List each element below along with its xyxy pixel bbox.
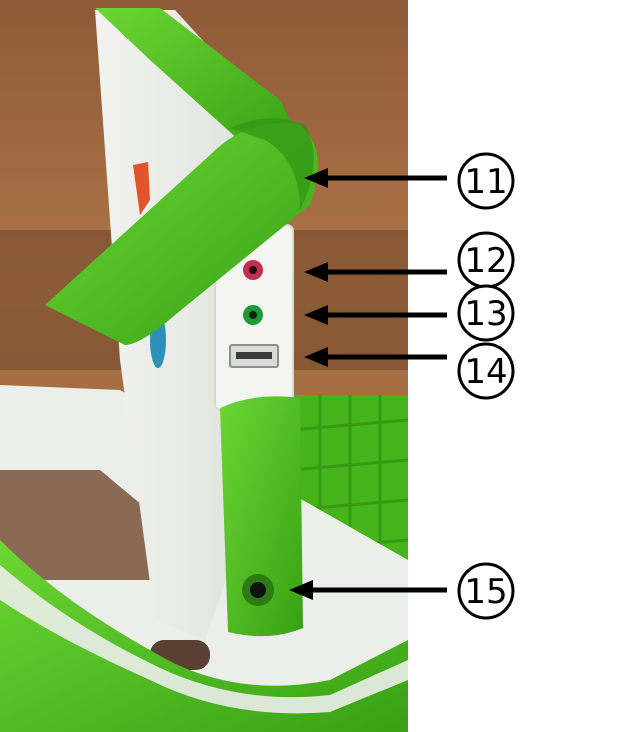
base-cutout-left (0, 470, 160, 580)
callout-label-15: 15 (464, 572, 507, 612)
callout-label-11: 11 (464, 162, 507, 202)
callouts: 11 12 13 14 15 (289, 152, 515, 620)
callout-arrowhead-15 (289, 580, 313, 600)
wifi-antenna-hinge (230, 118, 314, 210)
callout-arrowhead-11 (304, 168, 328, 188)
usb-port-tongue (236, 352, 272, 359)
lower-green-handle (220, 396, 303, 637)
callout-label-12: 12 (464, 241, 507, 281)
callout-arrowhead-14 (304, 347, 328, 367)
callout-arrowhead-12 (304, 262, 328, 282)
callout-circle-11 (457, 152, 515, 210)
callout-arrowhead-13 (304, 305, 328, 325)
lid-green-edge-top (95, 8, 300, 150)
callout-label-13: 13 (464, 294, 507, 334)
callout-circle-13 (457, 284, 515, 342)
callout-label-14: 14 (464, 352, 507, 392)
base-bumper-inner (0, 565, 408, 714)
power-jack-hole (250, 582, 266, 598)
callout-12: 12 (304, 231, 515, 289)
base-green-bumper (0, 540, 408, 732)
wifi-antenna (45, 123, 318, 345)
callout-15: 15 (289, 562, 515, 620)
mic-jack-hole (249, 266, 257, 274)
keyboard-keys (289, 395, 408, 610)
headphone-jack-hole (249, 311, 257, 319)
laptop-side-ports-photo (0, 0, 408, 732)
callout-11: 11 (304, 152, 515, 210)
callout-circle-15 (457, 562, 515, 620)
callout-circle-14 (457, 342, 515, 400)
callout-13: 13 (304, 284, 515, 342)
xo-logo-orange (133, 162, 150, 215)
callout-14: 14 (304, 342, 515, 400)
